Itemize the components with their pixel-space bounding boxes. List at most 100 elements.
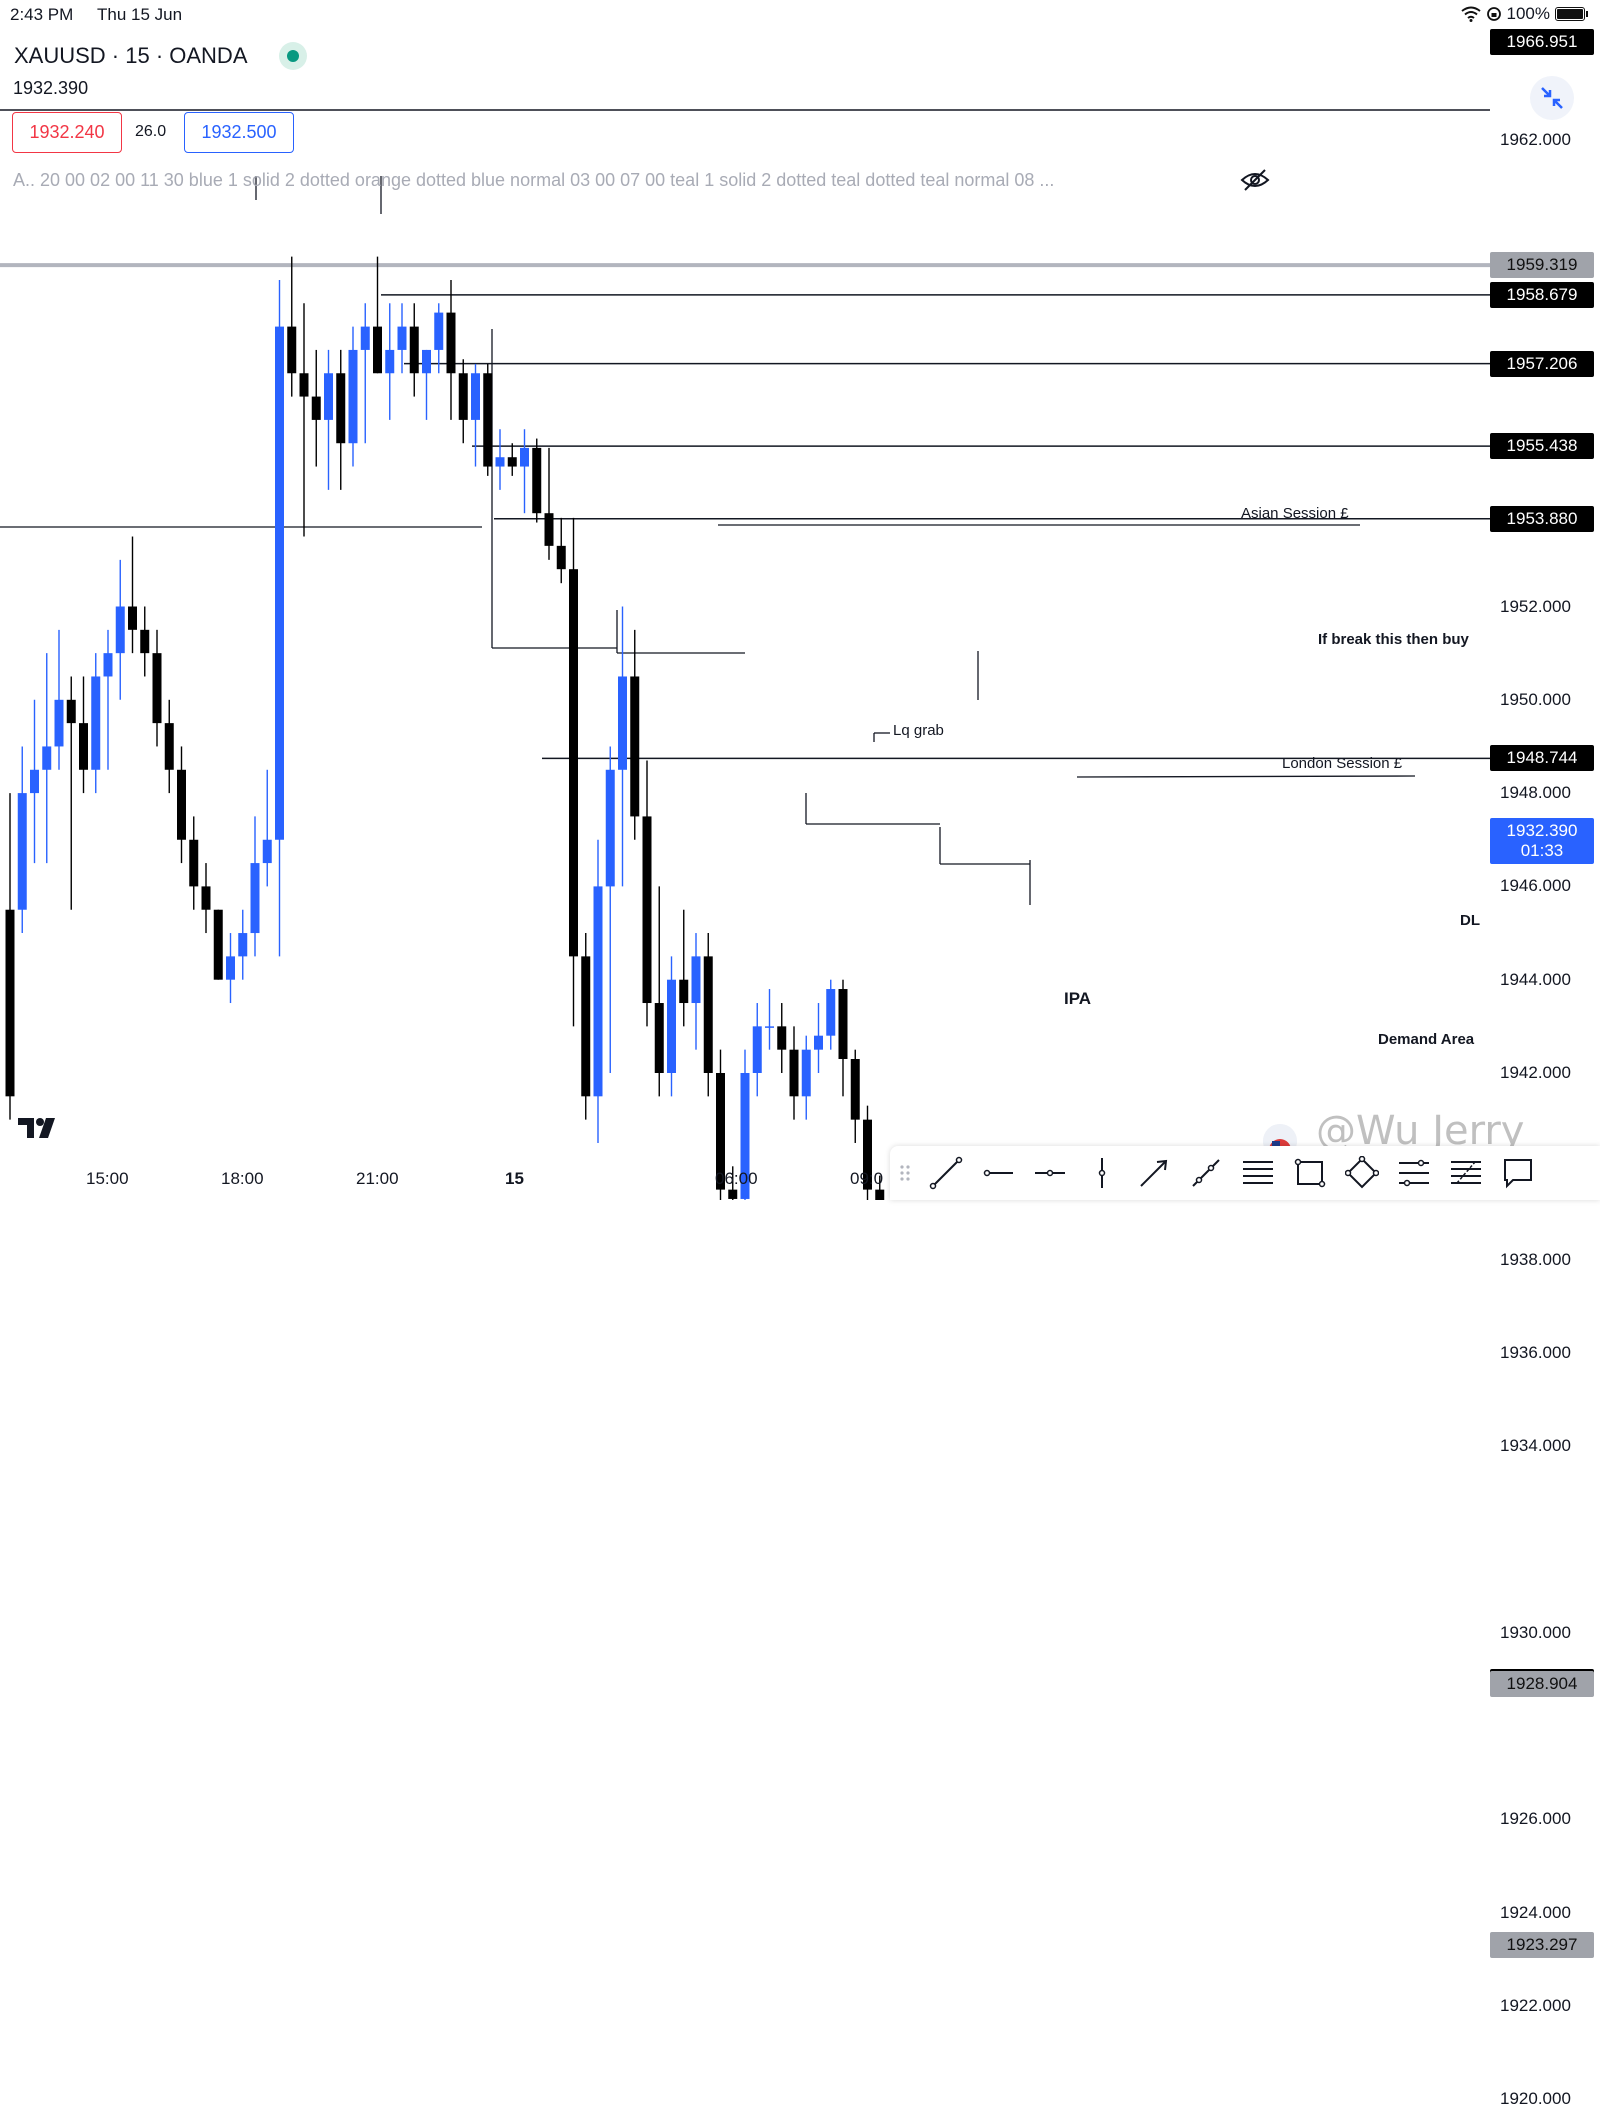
demand-area-label: Demand Area [1378,1031,1475,1048]
buy-button[interactable]: 1932.500 [184,112,294,153]
candle-body [630,676,640,817]
tradingview-logo [18,1118,55,1138]
candle-body [777,1026,787,1050]
candle [164,699,174,794]
candle-body [115,606,125,654]
price-tick: 1930.000 [1500,1622,1571,1642]
orientation-lock-icon [1486,7,1501,21]
candle [79,676,88,794]
candle-body [458,373,468,420]
callout-tool[interactable] [1492,1150,1544,1196]
candle [238,909,248,980]
price-tick: 1962.000 [1500,130,1571,149]
candle [777,1003,787,1073]
price-level-label: 1955.438 [1490,433,1594,460]
spread-value: 26.0 [135,123,167,140]
exit-fullscreen-button[interactable] [1530,76,1574,120]
fib-extension-tool[interactable] [1440,1150,1492,1196]
candle [262,769,272,887]
parallel-channel-tool[interactable] [1232,1150,1284,1196]
rotated-rectangle-icon [1345,1156,1379,1189]
ray-tool[interactable] [1180,1150,1232,1196]
candle [679,909,689,1027]
symbol-title[interactable]: XAUUSD · 15 · OANDA [14,43,248,68]
dl-label: DL [1460,912,1480,929]
candle [605,746,615,1073]
candle [863,1105,872,1200]
candle [213,909,223,980]
candle-body [556,545,566,570]
candle-body [42,746,52,770]
london-session-line [1076,775,1416,778]
drag-handle-icon [900,1165,910,1181]
candle-body [201,886,211,910]
vertical-line-icon [1098,1158,1106,1188]
battery-icon [1555,7,1585,21]
current-price-label: 1932.390 01:33 [1490,818,1594,864]
candle [385,303,395,420]
parallel-channel-icon [1243,1161,1273,1184]
candle [360,303,370,444]
candle [422,349,431,420]
candle [152,629,162,747]
time-tick: 06:00 [715,1169,758,1188]
candle-body [79,723,88,770]
price-chart[interactable] [0,0,1600,1200]
candle [618,606,627,887]
last-price: 1932.390 [13,78,89,98]
price-level-label: 1959.319 [1490,252,1594,279]
candle-body [814,1035,823,1050]
candle-body [66,699,76,724]
hide-eye-icon[interactable] [1240,168,1270,192]
candle [336,349,346,490]
candle-body [471,373,480,420]
vertical-line-tool[interactable] [1076,1150,1128,1196]
toolbar-drag-handle[interactable] [890,1150,920,1196]
price-tick: 1924.000 [1500,1902,1571,1922]
candle-body [311,396,321,420]
candle-body [740,1073,750,1199]
candle-body [495,457,505,467]
trend-line-icon [929,1156,963,1190]
candle [299,303,309,537]
rotated-rectangle-tool[interactable] [1336,1150,1388,1196]
candle-body [789,1049,799,1097]
candle-body [569,569,578,957]
price-level-label: 1923.297 [1490,1932,1594,1959]
candle-body [30,769,39,794]
trend-line-tool[interactable] [920,1150,972,1196]
candle-body [152,653,162,724]
rectangle-tool[interactable] [1284,1150,1336,1196]
candle [752,1003,762,1097]
horizontal-line-tool[interactable] [1024,1150,1076,1196]
price-tick: 1944.000 [1500,969,1571,989]
horizontal-line-icon [1035,1169,1065,1177]
candle-body [17,793,27,910]
candle [691,933,701,1050]
candle-body [826,989,836,1036]
wifi-icon [1460,6,1481,22]
candle [544,447,554,560]
arrow-tool[interactable] [1128,1150,1180,1196]
time-tick: 21:00 [356,1169,399,1188]
sell-button[interactable]: 1932.240 [12,112,122,153]
candle-body [544,513,554,546]
candle [789,1026,799,1120]
ipa-label: IPA [1064,989,1092,1008]
price-tick: 1934.000 [1500,1436,1571,1456]
indicator-legend[interactable]: A.. 20 00 02 00 11 30 blue 1 solid 2 dot… [13,170,1055,190]
horizontal-ray-tool[interactable] [972,1150,1024,1196]
candle-body [618,676,627,770]
candle-body [299,373,309,397]
time-tick: 15:00 [86,1169,129,1188]
candle-body [397,326,407,350]
fib-retracement-tool[interactable] [1388,1150,1440,1196]
candle [630,629,640,840]
ray-icon [1192,1159,1220,1187]
candle [348,326,358,467]
candle [66,676,76,910]
candle-body [348,349,358,444]
candle-body [654,1003,664,1073]
status-date: Thu 15 Jun [97,5,183,24]
candle-body [434,312,444,350]
